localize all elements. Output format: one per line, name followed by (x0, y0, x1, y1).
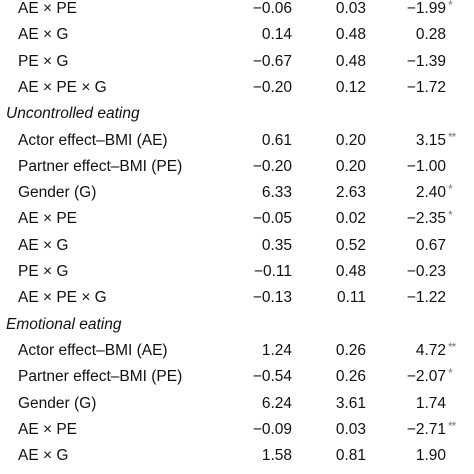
table-row: AE × PE × G −0.20 0.12 −1.72 (0, 74, 474, 101)
z-value-cell: −0.23 (406, 263, 446, 280)
standard-error-cell: 3.61 (335, 395, 366, 412)
coefficient-cell: −0.13 (252, 289, 292, 306)
row-label: AE × PE × G (18, 289, 107, 306)
row-label: Actor effect–BMI (AE) (18, 132, 168, 149)
coefficient-cell: 6.24 (261, 395, 292, 412)
coefficient-cell: 0.61 (261, 132, 292, 149)
coefficient-cell: 6.33 (261, 184, 292, 201)
table-row: AE × PE −0.05 0.02 −2.35 * (0, 205, 474, 232)
z-value-cell: −1.00 (406, 158, 446, 175)
standard-error-cell: 0.48 (335, 263, 366, 280)
row-label: PE × G (18, 263, 69, 280)
standard-error-cell: 0.20 (335, 158, 366, 175)
row-label: Partner effect–BMI (PE) (18, 368, 183, 385)
z-value-cell: −1.39 (406, 53, 446, 70)
row-label: Gender (G) (18, 395, 97, 412)
row-label: AE × PE × G (18, 79, 107, 96)
table-row: AE × G 0.14 0.48 0.28 (0, 21, 474, 48)
coefficient-cell: −0.54 (252, 368, 292, 385)
table-row: PE × G −0.11 0.48 −0.23 (0, 258, 474, 285)
coefficient-cell: 0.35 (261, 237, 292, 254)
z-value-cell: 1.90 (415, 447, 446, 464)
significance-marker: * (448, 0, 453, 12)
table-row: Partner effect–BMI (PE) −0.20 0.20 −1.00 (0, 153, 474, 180)
coefficient-cell: 1.58 (261, 447, 292, 464)
coefficient-cell: −0.06 (252, 0, 292, 17)
table-row: Actor effect–BMI (AE) 1.24 0.26 4.72 ** (0, 337, 474, 364)
z-value-cell: −2.35 (406, 210, 446, 227)
table-row: Partner effect–BMI (PE) −0.54 0.26 −2.07 * (0, 363, 474, 390)
standard-error-cell: 0.81 (335, 447, 366, 464)
coefficient-cell: −0.20 (252, 158, 292, 175)
table-row: PE × G −0.67 0.48 −1.39 (0, 48, 474, 75)
standard-error-cell: 0.12 (335, 79, 366, 96)
significance-marker: * (448, 366, 453, 380)
z-value-cell: 3.15 (415, 132, 446, 149)
standard-error-cell: 0.48 (335, 53, 366, 70)
table-row: Actor effect–BMI (AE) 0.61 0.20 3.15 ** (0, 127, 474, 154)
z-value-cell: 2.40 (415, 184, 446, 201)
standard-error-cell: 0.11 (336, 289, 366, 306)
row-label: PE × G (18, 53, 69, 70)
row-label: AE × PE (18, 210, 78, 227)
table-row: AE × PE −0.06 0.03 −1.99 * (0, 0, 474, 22)
significance-marker: ** (448, 130, 456, 144)
standard-error-cell: 2.63 (335, 184, 366, 201)
significance-marker: ** (448, 340, 456, 354)
z-value-cell: −2.07 (406, 368, 446, 385)
coefficient-cell: 1.24 (261, 342, 292, 359)
significance-marker: * (448, 182, 453, 196)
significance-marker: * (448, 208, 453, 222)
row-label: AE × PE (18, 0, 78, 17)
standard-error-cell: 0.26 (335, 342, 366, 359)
standard-error-cell: 0.03 (335, 421, 366, 438)
standard-error-cell: 0.02 (335, 210, 366, 227)
section-heading: Emotional eating (6, 316, 122, 333)
standard-error-cell: 0.20 (335, 132, 366, 149)
coefficient-cell: −0.67 (252, 53, 292, 70)
coefficient-cell: −0.05 (252, 210, 292, 227)
row-label: Gender (G) (18, 184, 97, 201)
z-value-cell: −1.72 (406, 79, 446, 96)
coefficient-cell: −0.09 (252, 421, 292, 438)
table-row: AE × G 0.35 0.52 0.67 (0, 232, 474, 259)
table-row: Gender (G) 6.33 2.63 2.40 * (0, 179, 474, 206)
table-row: Gender (G) 6.24 3.61 1.74 (0, 390, 474, 417)
row-label: Partner effect–BMI (PE) (18, 158, 183, 175)
section-heading: Uncontrolled eating (6, 105, 140, 122)
z-value-cell: 0.28 (415, 26, 446, 43)
z-value-cell: 4.72 (415, 342, 446, 359)
row-label: AE × PE (18, 421, 78, 438)
row-label: AE × G (18, 26, 69, 43)
z-value-cell: −2.71 (406, 421, 446, 438)
z-value-cell: 1.74 (415, 395, 446, 412)
z-value-cell: 0.67 (415, 237, 446, 254)
standard-error-cell: 0.48 (335, 26, 366, 43)
z-value-cell: −1.99 (406, 0, 446, 17)
standard-error-cell: 0.52 (335, 237, 366, 254)
table-row: AE × G 1.58 0.81 1.90 (0, 442, 474, 469)
standard-error-cell: 0.26 (335, 368, 366, 385)
significance-marker: ** (448, 419, 456, 433)
table-row: AE × PE −0.09 0.03 −2.71 ** (0, 416, 474, 443)
coefficient-cell: 0.14 (261, 26, 292, 43)
row-label: Actor effect–BMI (AE) (18, 342, 168, 359)
coefficient-cell: −0.11 (253, 263, 292, 280)
z-value-cell: −1.22 (406, 289, 446, 306)
row-label: AE × G (18, 237, 69, 254)
standard-error-cell: 0.03 (335, 0, 366, 17)
table-row: AE × PE × G −0.13 0.11 −1.22 (0, 284, 474, 311)
row-label: AE × G (18, 447, 69, 464)
coefficient-cell: −0.20 (252, 79, 292, 96)
